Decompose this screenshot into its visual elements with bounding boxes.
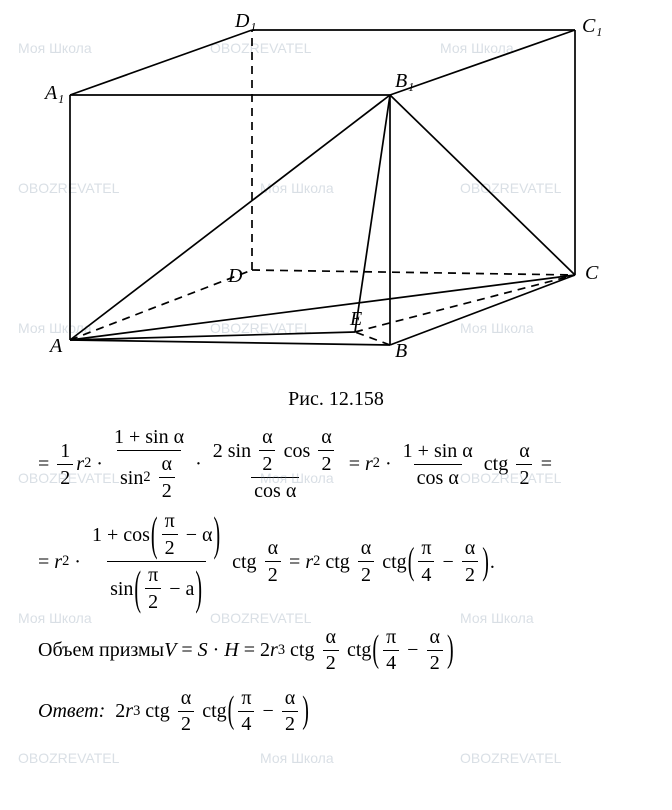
answer-line: Ответ: 2r3 ctg α2 ctg ( π4 − α2 ) (38, 687, 672, 736)
vertex-label-B: B (395, 340, 407, 363)
vertex-label-A: A (50, 335, 62, 358)
watermark: OBOZREVATEL (18, 750, 119, 766)
vertex-label-C: C (585, 262, 598, 285)
vertex-label-D: D (228, 265, 242, 288)
vertex-label-A1: A₁ (45, 82, 64, 105)
vertex-label-D1: D₁ (235, 10, 256, 33)
figure-caption: Рис. 12.158 (0, 388, 672, 411)
volume-line: Объем призмы V = S · H = 2r3 ctg α2 ctg … (38, 626, 672, 675)
watermark: OBOZREVATEL (460, 750, 561, 766)
watermark: Моя Школа (260, 750, 334, 766)
equation-line-1: = 12 r2 · 1 + sin α sin2 α2 · 2 sin α2 c… (38, 425, 672, 503)
vertex-label-B1: B₁ (395, 70, 414, 93)
geometry-figure: A B C D A₁ B₁ C₁ D₁ E (0, 0, 672, 380)
vertex-label-E: E (350, 308, 362, 331)
vertex-label-C1: C₁ (582, 15, 602, 38)
equation-line-2: = r2 · 1 + cos ( π2 − α ) sin ( π2 − a )… (38, 509, 672, 614)
